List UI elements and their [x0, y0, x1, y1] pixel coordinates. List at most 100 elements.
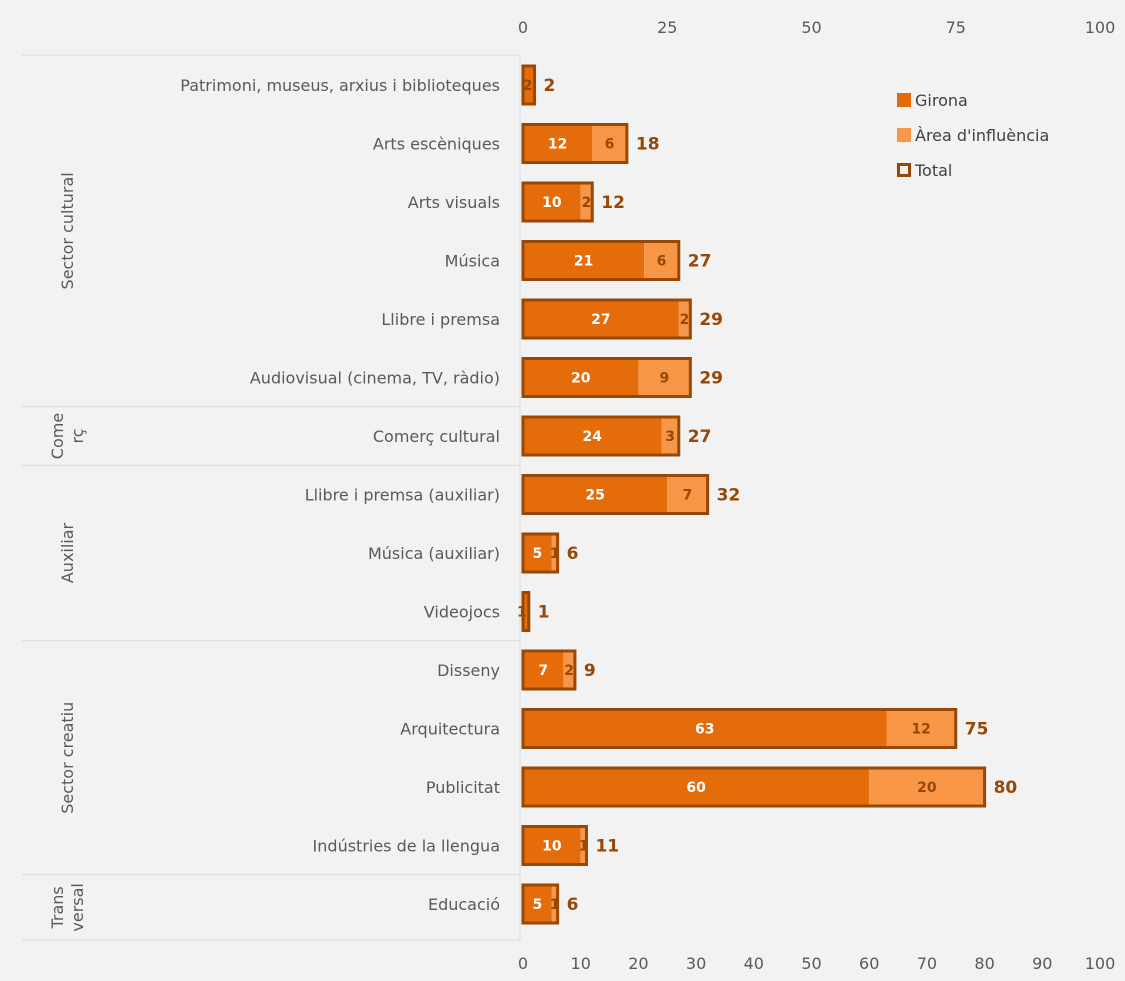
bar-total-label: 29: [699, 310, 723, 330]
bar-area-label: 6: [657, 254, 667, 270]
legend-swatch: [897, 128, 911, 142]
bar-total-outline: [521, 64, 537, 106]
group-label: Auxiliar: [58, 522, 77, 583]
bar-girona-label: 10: [542, 195, 562, 211]
bar-total-label: 6: [567, 544, 579, 564]
group-labels: Sector cultural Comerç Auxiliar Sector crea…: [48, 172, 87, 931]
category-label: Videojocs: [424, 603, 500, 622]
bar-total-label: 27: [688, 427, 712, 447]
group-label-line: Come: [48, 413, 67, 459]
bar-girona: [523, 66, 535, 104]
bar-total-outline: [521, 181, 594, 223]
bottom-axis-tick-label: 0: [518, 954, 528, 973]
group-label-line: versal: [68, 883, 87, 931]
bar-girona-label: 12: [548, 137, 567, 153]
bar-total-outline: [521, 883, 560, 925]
group-label: Transversal: [48, 883, 87, 931]
bottom-axis-tick-label: 70: [917, 954, 937, 973]
bar-girona: [523, 651, 564, 689]
bar-area-label: 7: [683, 488, 693, 504]
bar-area-influencia: [580, 183, 593, 221]
legend-label: Total: [914, 161, 952, 180]
top-axis-tick-label: 100: [1085, 18, 1116, 37]
bar-girona: [523, 826, 581, 865]
bar-total-label: 9: [584, 661, 596, 681]
category-label: Llibre i premsa (auxiliar): [305, 486, 500, 505]
bar-total-label: 32: [717, 486, 741, 506]
bottom-axis-tick-label: 20: [628, 954, 648, 973]
bottom-axis: 0 10 20 30 40 50 60 70 80 90 100: [518, 954, 1115, 973]
group-label: Comerç: [48, 413, 87, 459]
legend-label: Àrea d'influència: [915, 126, 1049, 145]
bottom-axis-tick-label: 80: [974, 954, 994, 973]
category-label: Música (auxiliar): [368, 544, 500, 563]
bar-girona: [523, 241, 645, 280]
bar-area-label: 20: [917, 780, 937, 796]
top-axis: 0 25 50 75 100: [518, 18, 1115, 37]
bar-total-outline: [521, 825, 588, 866]
bottom-axis-tick-label: 60: [859, 954, 879, 973]
category-label: Audiovisual (cinema, TV, ràdio): [250, 369, 500, 388]
bottom-axis-tick-label: 50: [801, 954, 821, 973]
bar-girona: [523, 300, 679, 338]
bar-total-label: 2: [544, 76, 556, 96]
bar-area-label: 1: [550, 897, 560, 913]
bar-girona-label: 5: [533, 897, 543, 913]
bar-total-outline: [521, 415, 681, 457]
bar-area-influencia: [661, 417, 679, 455]
bar-girona: [523, 124, 593, 163]
bar-total-label: 11: [595, 837, 619, 857]
bar-total-outline: [521, 708, 958, 749]
group-label: Sector creatiu: [58, 702, 77, 814]
group-label-line: Sector cultural: [58, 172, 77, 289]
bar-area-label: 12: [911, 722, 930, 738]
bar-total-outline: [521, 591, 531, 632]
bar-area-influencia: [638, 358, 691, 397]
bar-girona-label: 5: [533, 546, 543, 562]
bar-girona: [523, 183, 581, 221]
category-label: Llibre i premsa: [381, 310, 500, 329]
bar-area-influencia: [678, 300, 691, 338]
bar-area-influencia: [563, 651, 575, 689]
legend-swatch: [897, 163, 911, 177]
bar-girona: [523, 417, 662, 455]
category-labels: Patrimoni, museus, arxius i biblioteques…: [180, 76, 500, 914]
group-dividers: [22, 54, 521, 941]
bar-total-outline: [521, 357, 692, 398]
bar-girona-label: 21: [574, 254, 593, 270]
bar-total-label: 12: [601, 193, 625, 213]
bar-girona: [523, 358, 639, 397]
bar-girona: [523, 768, 870, 806]
bar-total-outline: [521, 298, 692, 340]
bottom-axis-tick-label: 10: [571, 954, 591, 973]
bar-area-influencia: [580, 826, 587, 865]
bar-girona-label: 25: [585, 488, 604, 504]
bar-girona-label: 60: [686, 780, 706, 796]
bar-total-label: 75: [965, 720, 989, 740]
bar-girona: [523, 475, 668, 514]
bar-girona-label: 24: [582, 429, 602, 445]
bar-girona-label: 2: [523, 78, 533, 94]
bar-total-label: 18: [636, 135, 660, 155]
group-label-line: Trans: [48, 886, 67, 929]
bar-girona-label: 63: [695, 722, 714, 738]
bar-total-outline: [521, 474, 710, 515]
top-axis-tick-label: 0: [518, 18, 528, 37]
bar-area-label: 2: [680, 312, 690, 328]
category-label: Comerç cultural: [373, 427, 500, 446]
bar-girona: [523, 592, 529, 631]
category-label: Publicitat: [426, 778, 500, 797]
bar-total-outline: [521, 532, 560, 574]
bar-girona-label: 20: [571, 371, 591, 387]
category-label: Arts visuals: [408, 193, 500, 212]
bar-total-outline: [521, 240, 681, 281]
category-label: Educació: [428, 895, 500, 914]
bar-girona-label: 1: [517, 605, 527, 621]
bar-area-influencia: [869, 768, 985, 806]
top-axis-tick-label: 50: [801, 18, 821, 37]
bottom-axis-tick-label: 90: [1032, 954, 1052, 973]
bar-area-label: 2: [564, 663, 574, 679]
bar-area-label: 3: [665, 429, 675, 445]
bar-area-influencia: [644, 241, 679, 280]
